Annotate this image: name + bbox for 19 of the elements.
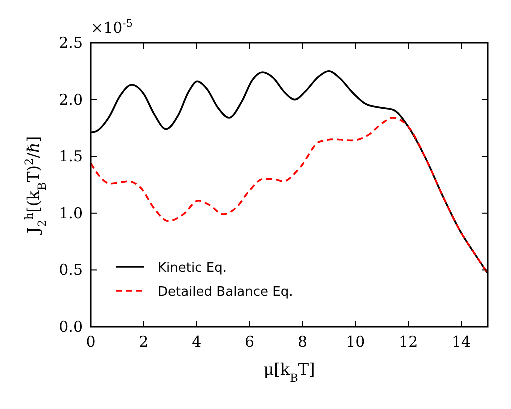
y-tick-label: 2.0 bbox=[59, 90, 83, 109]
y-tick-label: 2.5 bbox=[59, 34, 83, 52]
x-tick-label: 6 bbox=[245, 333, 255, 351]
x-tick-label: 2 bbox=[139, 333, 149, 351]
text: ×10$^{-5}$ bbox=[91, 18, 133, 37]
legend-label: Detailed Balance Eq. bbox=[158, 285, 294, 300]
y-tick-label: 1.0 bbox=[59, 204, 83, 222]
x-tick-label: 12 bbox=[399, 333, 418, 351]
x-tick-label: 4 bbox=[192, 333, 202, 351]
x-tick-label: 10 bbox=[346, 333, 366, 351]
x-axis-title: μ[k$_{B}$T] bbox=[264, 360, 316, 384]
y-tick-label: 0.5 bbox=[59, 261, 83, 280]
x-tick-label: 8 bbox=[298, 333, 308, 351]
line-series bbox=[90, 117, 489, 275]
y-tick-label: 1.5 bbox=[59, 148, 83, 166]
legend-label: Kinetic Eq. bbox=[158, 261, 227, 276]
y-tick-label: 0.0 bbox=[59, 318, 83, 336]
x-tick-label: 14 bbox=[452, 333, 472, 351]
x-tick-label: 0 bbox=[86, 333, 96, 351]
